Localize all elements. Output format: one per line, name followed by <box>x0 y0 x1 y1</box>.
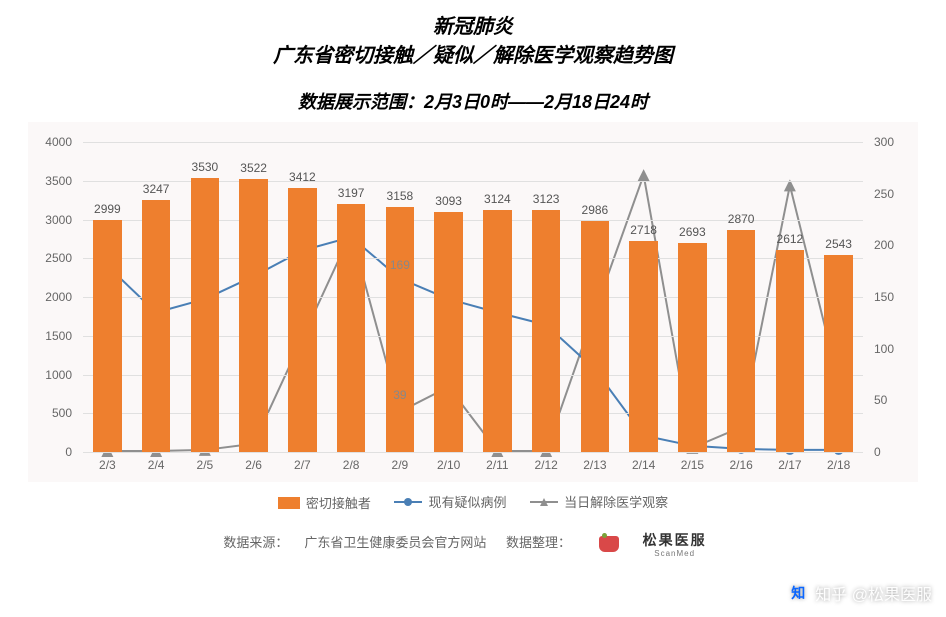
line-swatch-icon <box>530 495 558 509</box>
bar <box>776 250 804 452</box>
bar <box>532 210 560 452</box>
logo-text-bot: ScanMed <box>643 550 707 558</box>
legend-label: 密切接触者 <box>306 493 371 512</box>
bar <box>824 255 852 452</box>
y-axis-right: 050100150200250300 <box>868 142 918 452</box>
bar <box>629 241 657 452</box>
zhihu-icon: 知 <box>787 582 809 604</box>
logo: 松果医服 ScanMed <box>591 530 723 558</box>
range-label: 数据展示范围：2月3日0时——2月18日24时 <box>0 88 946 114</box>
y-axis-left: 05001000150020002500300035004000 <box>28 142 78 452</box>
watermark-text: 知乎 @松果医服 <box>815 581 932 605</box>
legend-item-blue: 现有疑似病例 <box>394 492 506 511</box>
x-axis: 2/32/42/52/62/72/82/92/102/112/122/132/1… <box>83 452 863 482</box>
bar <box>337 204 365 452</box>
legend-item-gray: 当日解除医学观察 <box>530 492 668 511</box>
legend: 密切接触者 现有疑似病例 当日解除医学观察 <box>0 492 946 512</box>
bar <box>678 243 706 452</box>
chart-area: 05001000150020002500300035004000 0501001… <box>28 122 918 482</box>
legend-item-bars: 密切接触者 <box>278 493 371 512</box>
line-swatch-icon <box>394 495 422 509</box>
bar <box>191 178 219 452</box>
logo-text-top: 松果医服 <box>643 532 707 548</box>
plot-area: 2999324735303522341231973158309331243123… <box>83 142 863 452</box>
legend-label: 现有疑似病例 <box>428 492 506 511</box>
title-line-2: 广东省密切接触／疑似／解除医学观察趋势图 <box>0 39 946 68</box>
title-line-1: 新冠肺炎 <box>0 10 946 39</box>
org-label: 数据整理： <box>506 535 571 550</box>
source-label: 数据来源： <box>223 535 288 550</box>
source-text: 广东省卫生健康委员会官方网站 <box>304 535 486 550</box>
legend-label: 当日解除医学观察 <box>564 492 668 511</box>
bar <box>727 230 755 452</box>
logo-icon <box>599 536 619 552</box>
bar <box>239 179 267 452</box>
bar <box>142 200 170 452</box>
bar <box>434 212 462 452</box>
bar <box>581 221 609 452</box>
bar <box>483 210 511 452</box>
bar <box>288 188 316 452</box>
bar <box>386 207 414 452</box>
source-line: 数据来源： 广东省卫生健康委员会官方网站 数据整理： 松果医服 ScanMed <box>0 530 946 558</box>
bar-swatch-icon <box>278 497 300 509</box>
bar <box>93 220 121 452</box>
watermark: 知 知乎 @松果医服 <box>787 581 932 605</box>
